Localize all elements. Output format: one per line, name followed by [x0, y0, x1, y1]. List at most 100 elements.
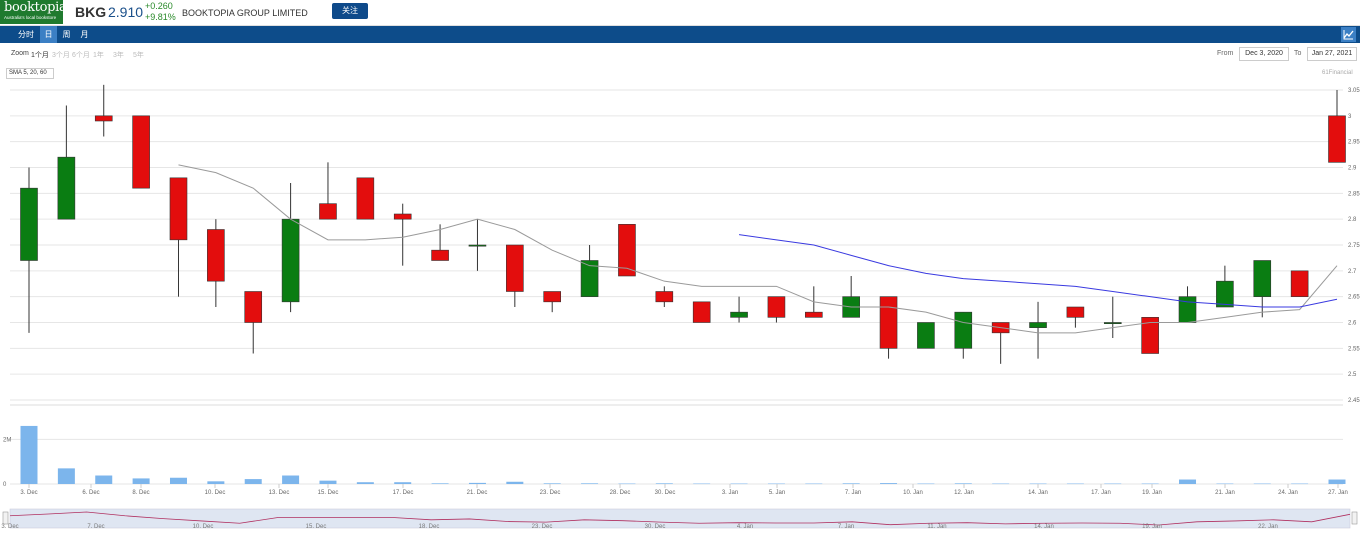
- chart-line-icon[interactable]: [1341, 27, 1356, 42]
- candle-down: [1141, 317, 1159, 354]
- candle-down: [879, 296, 898, 349]
- candle-up: [580, 260, 599, 297]
- navigator-range: [9, 508, 1351, 529]
- zoom-1y-button[interactable]: 1年: [93, 52, 104, 59]
- x-axis-label: 19. Jan: [1142, 490, 1162, 496]
- volume-bar: [1066, 483, 1084, 485]
- x-axis-label: 7. Jan: [845, 490, 861, 496]
- booktopia-logo[interactable]: booktopia Australia's local bookstore: [0, 0, 67, 24]
- follow-button[interactable]: 关注: [332, 3, 368, 19]
- candle-up: [917, 322, 935, 349]
- x-axis-label: 10. Dec: [205, 490, 226, 496]
- navigator-label: 19. Jan: [1142, 524, 1162, 530]
- price-tick-label: 2.9: [1348, 166, 1357, 172]
- candle-down: [132, 115, 150, 189]
- zoom-6m-button[interactable]: 6个月: [72, 52, 90, 59]
- candle-up: [57, 156, 76, 220]
- candle-up: [20, 187, 38, 261]
- tab-intraday[interactable]: 分时: [18, 30, 34, 39]
- zoom-3m-button[interactable]: 3个月: [52, 52, 70, 59]
- x-axis-label: 15. Dec: [318, 490, 339, 496]
- tab-monthly[interactable]: 月: [80, 30, 89, 39]
- x-axis-label: 17. Jan: [1091, 490, 1111, 496]
- logo-tagline: Australia's local bookstore: [4, 15, 57, 20]
- zoom-1m-button[interactable]: 1个月: [31, 52, 49, 59]
- tab-weekly[interactable]: 周: [62, 30, 71, 39]
- volume-bar: [132, 478, 150, 484]
- zoom-bar: Zoom 1个月 3个月 6个月 1年 3年 5年 From Dec 3, 20…: [0, 44, 1360, 66]
- volume-bar: [693, 483, 711, 485]
- navigator-label: 7. Jan: [838, 524, 854, 530]
- candle-down: [506, 244, 524, 292]
- candle-down: [356, 177, 375, 220]
- tab-daily[interactable]: 日: [40, 26, 57, 43]
- volume-tick-label: 0: [3, 482, 7, 488]
- volume-bar: [169, 477, 187, 484]
- candle-down: [543, 291, 562, 303]
- from-date-input[interactable]: Dec 3, 2020: [1239, 47, 1289, 61]
- volume-bar: [468, 482, 486, 484]
- price-change: +0.260 +9.81%: [145, 1, 176, 23]
- volume-bar: [207, 481, 225, 484]
- candle-up: [730, 311, 748, 318]
- candle-up: [954, 311, 973, 349]
- x-axis-label: 21. Jan: [1215, 490, 1235, 496]
- x-axis-label: 10. Jan: [903, 490, 923, 496]
- candle-down: [94, 115, 113, 122]
- last-price: 2.910: [108, 4, 144, 20]
- x-axis-label: 21. Dec: [467, 490, 488, 496]
- volume-bar: [1216, 483, 1234, 485]
- volume-bar: [1179, 479, 1197, 484]
- x-axis-label: 17. Dec: [393, 490, 414, 496]
- navigator-right-handle: [1351, 511, 1358, 525]
- candle-down: [431, 249, 449, 261]
- indicator-label[interactable]: SMA 5, 20, 60: [6, 68, 54, 79]
- candle-down: [207, 229, 225, 282]
- navigator-label: 7. Dec: [87, 524, 104, 530]
- navigator-label: 3. Dec: [1, 524, 18, 530]
- volume-bar: [880, 483, 898, 484]
- volume-bar: [1141, 483, 1159, 485]
- volume-bar: [992, 483, 1010, 485]
- navigator-label: 23. Dec: [532, 524, 553, 530]
- navigator-label: 15. Dec: [306, 524, 327, 530]
- candle-down: [319, 203, 337, 220]
- volume-bar: [1029, 483, 1047, 485]
- to-date-input[interactable]: Jan 27, 2021: [1307, 47, 1357, 61]
- candle-up: [1103, 322, 1122, 325]
- volume-bar: [506, 481, 524, 484]
- x-axis-label: 8. Dec: [132, 490, 149, 496]
- candle-down: [1066, 306, 1085, 318]
- zoom-5y-button[interactable]: 5年: [133, 52, 144, 59]
- navigator-label: 30. Dec: [645, 524, 666, 530]
- candle-down: [1328, 115, 1346, 163]
- candle-down: [1290, 270, 1309, 297]
- zoom-3y-button[interactable]: 3年: [113, 52, 124, 59]
- volume-bar: [431, 483, 449, 484]
- volume-bar: [730, 483, 748, 485]
- to-label: To: [1294, 50, 1302, 57]
- price-tick-label: 2.55: [1348, 346, 1360, 352]
- x-axis-label: 14. Jan: [1028, 490, 1048, 496]
- change-value: +0.260: [145, 1, 173, 11]
- x-axis-label: 12. Jan: [954, 490, 974, 496]
- price-tick-label: 2.85: [1348, 191, 1360, 197]
- x-axis-label: 23. Dec: [540, 490, 561, 496]
- header-bar: booktopia Australia's local bookstore BK…: [0, 0, 1360, 26]
- from-label: From: [1217, 50, 1234, 57]
- x-axis-label: 28. Dec: [610, 490, 631, 496]
- sma20-line: [738, 234, 1338, 308]
- candle-up: [1216, 280, 1234, 308]
- x-axis-label: 30. Dec: [655, 490, 676, 496]
- price-tick-label: 2.7: [1348, 269, 1357, 275]
- volume-bar: [57, 468, 75, 484]
- candle-down: [618, 224, 636, 277]
- volume-bar: [1104, 483, 1122, 485]
- volume-bar: [1291, 483, 1309, 485]
- volume-bar: [282, 475, 300, 484]
- price-tick-label: 3.05: [1348, 88, 1360, 94]
- logo-word: booktopia: [4, 0, 67, 15]
- volume-bar: [618, 483, 636, 485]
- price-tick-label: 2.8: [1348, 217, 1357, 223]
